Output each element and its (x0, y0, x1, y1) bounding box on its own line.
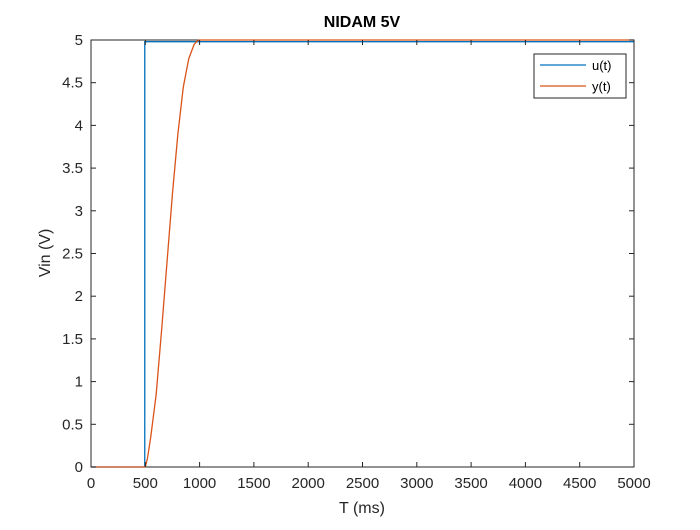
x-tick-label: 1000 (183, 475, 216, 492)
legend: u(t) y(t) (533, 53, 627, 99)
chart-title: NIDAM 5V (324, 14, 401, 31)
x-axis-ticks: 0 500 1000 1500 2000 2500 3000 3500 4000 4500 5000 (87, 40, 651, 492)
legend-label-u: u(t) (592, 58, 612, 73)
plot-area: 0 500 1000 1500 2000 2500 3000 3500 4000 4500 5000… (62, 32, 651, 492)
y-axis-label: Vin (V) (37, 229, 54, 278)
y-tick-label: 3.5 (62, 160, 83, 177)
y-tick-label: 3 (75, 203, 83, 220)
y-tick-label: 2 (75, 288, 83, 305)
axes-box (90, 39, 635, 468)
x-tick-label: 500 (133, 475, 158, 492)
y-tick-label: 2.5 (62, 246, 83, 263)
x-tick-label: 2000 (292, 475, 325, 492)
x-tick-label: 2500 (346, 475, 379, 492)
y-tick-label: 0.5 (62, 416, 83, 433)
y-tick-label: 5 (75, 32, 83, 49)
x-tick-label: 3000 (400, 475, 433, 492)
y-axis-ticks: 0 0.5 1 1.5 2 2.5 3 3.5 4 4.5 5 (62, 32, 634, 476)
x-tick-label: 4500 (563, 475, 596, 492)
x-tick-label: 0 (87, 475, 95, 492)
x-tick-label: 1500 (237, 475, 270, 492)
y-tick-label: 1.5 (62, 331, 83, 348)
x-tick-label: 5000 (617, 475, 650, 492)
legend-label-y: y(t) (592, 79, 611, 94)
x-axis-label: T (ms) (339, 500, 385, 517)
x-tick-label: 3500 (454, 475, 487, 492)
x-tick-label: 4000 (509, 475, 542, 492)
y-tick-label: 4.5 (62, 75, 83, 92)
y-tick-label: 1 (75, 374, 83, 391)
legend-box (533, 53, 627, 99)
y-tick-label: 0 (75, 459, 83, 476)
y-tick-label: 4 (75, 117, 83, 134)
